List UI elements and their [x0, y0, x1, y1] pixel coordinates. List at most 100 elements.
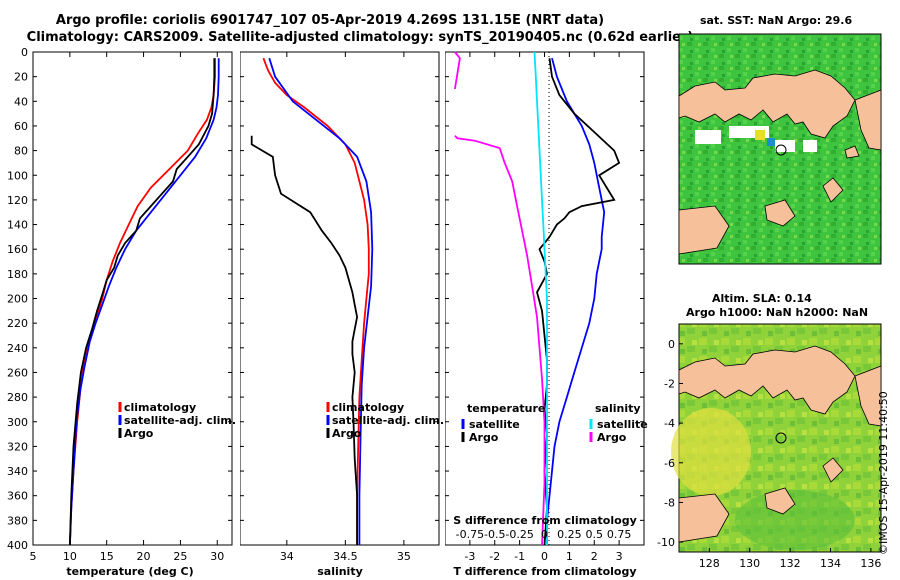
legend-label: climatology — [124, 401, 196, 414]
sla-map: 128 130 132 134 136 0 -2 -4 -6 -8 -10 — [657, 323, 882, 570]
x-tick-label: 34 — [280, 550, 294, 563]
x-tick-label: 5 — [30, 550, 37, 563]
salinity-xlabel: salinity — [317, 565, 363, 578]
depth-tick-label: 120 — [7, 194, 28, 207]
series-temperature-argo-line — [536, 58, 621, 546]
depth-tick-label: 40 — [14, 95, 28, 108]
depth-tick-label: 280 — [7, 391, 28, 404]
sla-land — [678, 345, 882, 543]
x-tick-top-label: 0 — [541, 528, 548, 541]
map-lon-label: 132 — [780, 557, 801, 570]
sla-map-title-line1: Altim. SLA: 0.14 — [712, 292, 812, 305]
map-lat-label: -8 — [664, 496, 675, 509]
map-lon-label: 136 — [655, 30, 666, 33]
depth-tick-label: 360 — [7, 490, 28, 503]
depth-tick-label: 200 — [7, 293, 28, 306]
legend-label: satellite-adj. clim. — [332, 414, 444, 427]
depth-tick-label: 0 — [21, 46, 28, 59]
map-lat-label: -4 — [664, 417, 675, 430]
x-tick-top-label: 0.25 — [557, 528, 582, 541]
x-tick-label: 2 — [591, 550, 598, 563]
x-tick-label: 1 — [566, 550, 573, 563]
map-lon-label: 130 — [739, 557, 760, 570]
temperature-xlabel: temperature (deg C) — [66, 565, 193, 578]
difference-profile-chart: -3 -2 -1 0 1 2 3 -0.75 -0.5 -0.25 0 0.25 0.5 0.75 S … — [445, 51, 648, 578]
series-satellite-adj-clim--line — [69, 58, 220, 546]
depth-tick-label: 260 — [7, 366, 28, 379]
x-tick-label: 25 — [173, 550, 187, 563]
salinity-plot-frame — [240, 51, 440, 546]
depth-tick-label: 20 — [14, 71, 28, 84]
x-tick-top-label: 0.5 — [586, 528, 604, 541]
series-argo-line — [69, 58, 216, 546]
legend-label-salinity-satellite: satellite — [597, 418, 648, 431]
sst-map-title: sat. SST: NaN Argo: 29.6 — [700, 14, 853, 27]
sst-argo-location — [775, 144, 787, 156]
depth-tick-label: 400 — [7, 539, 28, 552]
x-tick-label: 10 — [63, 550, 77, 563]
x-tick-label: -3 — [464, 550, 475, 563]
temperature-plot-frame — [32, 51, 233, 546]
depth-tick-label: 160 — [7, 243, 28, 256]
series-salinity-satellite-line — [533, 51, 548, 545]
map-lon-label: 132 — [655, 30, 666, 33]
x-tick-label: 35 — [397, 550, 411, 563]
temperature-profile-chart: 0 20 40 60 80 100 120 140 160 180 200 220 240 260 280 3… — [7, 46, 236, 578]
legend-title-salinity: salinity — [595, 402, 641, 415]
depth-tick-label: 240 — [7, 342, 28, 355]
x-tick-label: 30 — [210, 550, 224, 563]
x-tick-top-label: -0.5 — [484, 528, 505, 541]
map-lat-label: -6 — [664, 457, 675, 470]
x-tick-label: 34.5 — [333, 550, 358, 563]
series-salinity-argo-line — [454, 135, 546, 546]
depth-tick-label: 180 — [7, 268, 28, 281]
imos-timestamp: ©IMOS 15-Apr-2019 11:40:50 — [877, 391, 890, 555]
legend-label-temperature-satellite: satellite — [469, 418, 520, 431]
legend-label: Argo — [332, 427, 362, 440]
t-difference-label: T difference from climatology — [453, 565, 636, 578]
x-tick-label: -1 — [514, 550, 525, 563]
temperature-legend: temperature satellite Argo — [461, 402, 545, 444]
map-lat-label: 0 — [668, 338, 675, 351]
sst-land — [678, 69, 882, 255]
legend-label-temperature-argo: Argo — [469, 431, 499, 444]
depth-tick-label: 60 — [14, 120, 28, 133]
x-tick-label: 3 — [616, 550, 623, 563]
map-lon-label: 136 — [860, 557, 881, 570]
sla-map-title-line2: Argo h1000: NaN h2000: NaN — [686, 306, 869, 319]
map-lon-label: 134 — [820, 557, 841, 570]
map-lon-label: 134 — [655, 30, 666, 33]
legend-label: Argo — [124, 427, 154, 440]
legend-label: satellite-adj. clim. — [124, 414, 236, 427]
map-lon-label: 130 — [655, 30, 666, 33]
x-tick-label: -2 — [489, 550, 500, 563]
depth-tick-label: 340 — [7, 465, 28, 478]
map-lat-label: -2 — [664, 377, 675, 390]
series-argo-line — [250, 135, 359, 545]
figure-title-line2: Climatology: CARS2009. Satellite-adjuste… — [26, 30, 694, 45]
salinity-legend: salinity satellite Argo — [589, 402, 648, 444]
sla-argo-location — [775, 432, 787, 444]
legend-label-salinity-argo: Argo — [597, 431, 627, 444]
depth-tick-label: 380 — [7, 514, 28, 527]
s-difference-label: S difference from climatology — [453, 514, 637, 527]
depth-tick-label: 220 — [7, 317, 28, 330]
figure-title-line1: Argo profile: coriolis 6901747_107 05-Ap… — [55, 13, 605, 28]
map-lat-label: -10 — [657, 536, 675, 549]
depth-tick-label: 80 — [14, 145, 28, 158]
series-salinity-argo-surface--line — [454, 51, 461, 90]
x-tick-top-label: -0.75 — [456, 528, 484, 541]
depth-tick-label: 320 — [7, 440, 28, 453]
series-satellite-adj-clim--line — [268, 57, 374, 545]
map-lon-label: 128 — [699, 557, 720, 570]
x-tick-label: 0 — [541, 550, 548, 563]
depth-tick-label: 140 — [7, 219, 28, 232]
series-temperature-satellite-line — [546, 57, 606, 545]
x-tick-label: 20 — [137, 550, 151, 563]
depth-tick-label: 100 — [7, 169, 28, 182]
legend-label: climatology — [332, 401, 404, 414]
x-tick-label: 15 — [100, 550, 114, 563]
